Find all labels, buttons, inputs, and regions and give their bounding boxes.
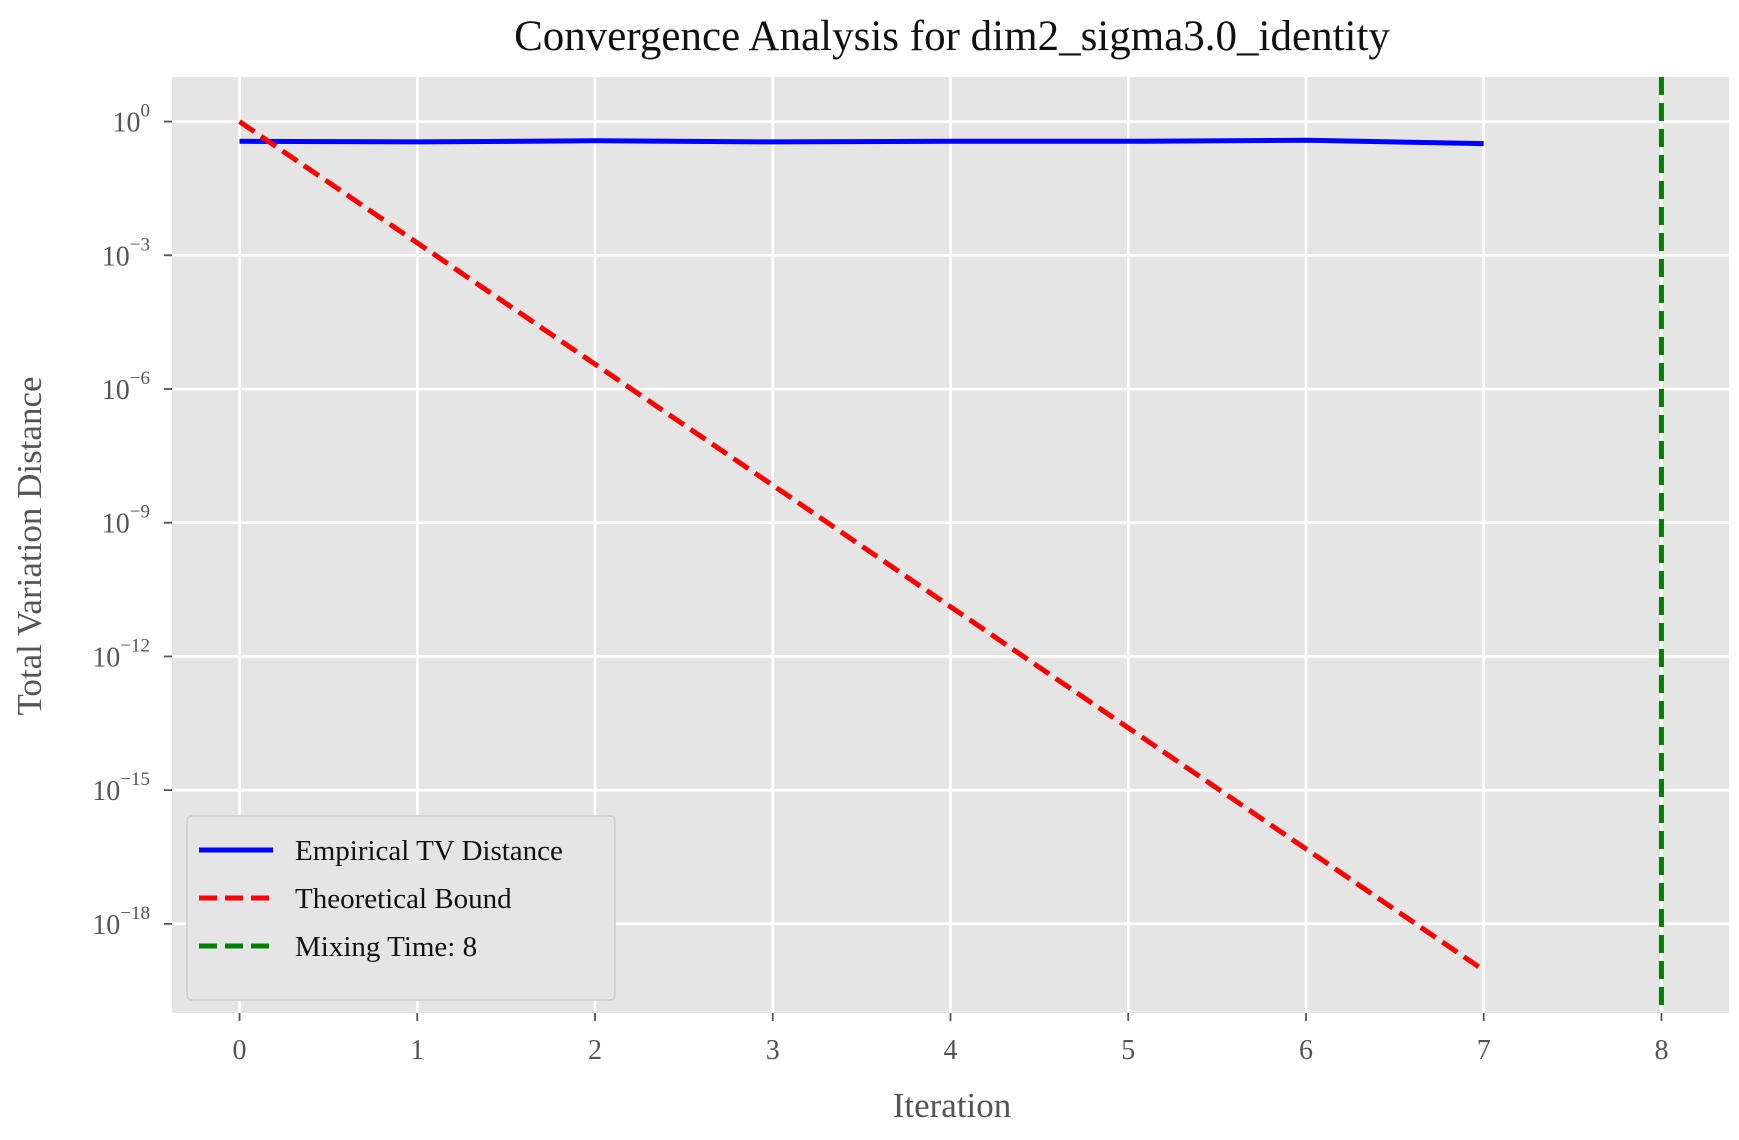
y-tick-base: 10 (102, 241, 130, 272)
y-tick-base: 10 (92, 776, 120, 807)
y-tick-exponent: −3 (130, 234, 150, 255)
series-line-2 (238, 119, 1486, 973)
y-tick-base: 10 (92, 910, 120, 941)
y-tick-base: 10 (92, 642, 120, 673)
y-tick-exponent: −12 (120, 635, 150, 656)
legend-label: Theoretical Bound (295, 883, 512, 915)
y-tick-label: 10−6 (102, 368, 150, 406)
x-tick-label: 0 (233, 1035, 247, 1066)
y-tick-label: 10−18 (92, 903, 150, 941)
y-tick-exponent: −6 (130, 368, 150, 389)
x-axis-ticks: 0 1 2 3 4 5 6 7 8 (233, 1013, 1668, 1066)
legend-label: Empirical TV Distance (295, 835, 563, 867)
y-axis-label: Total Variation Distance (10, 376, 49, 715)
x-tick-label: 7 (1477, 1035, 1491, 1066)
x-tick-label: 5 (1121, 1035, 1135, 1066)
y-tick-base: 10 (102, 375, 130, 406)
legend-label: Mixing Time: 8 (295, 931, 477, 963)
x-tick-label: 4 (944, 1035, 958, 1066)
y-tick-exponent: −15 (120, 769, 150, 790)
y-tick-label: 10−3 (102, 234, 150, 272)
x-tick-label: 8 (1654, 1035, 1668, 1066)
legend-box (186, 815, 616, 1001)
x-tick-label: 3 (766, 1035, 780, 1066)
x-tick-label: 1 (410, 1035, 424, 1066)
chart-title: Convergence Analysis for dim2_sigma3.0_i… (514, 13, 1390, 60)
series-line-1 (239, 137, 1484, 147)
x-tick-label: 6 (1299, 1035, 1313, 1066)
y-tick-label: 10−9 (102, 502, 150, 540)
y-tick-label: 10−15 (92, 769, 150, 807)
y-tick-exponent: −18 (120, 903, 150, 924)
y-tick-label: 100 (113, 101, 151, 139)
y-tick-label: 10−12 (92, 635, 150, 673)
series-layer (238, 77, 1664, 1013)
y-tick-exponent: −9 (130, 502, 150, 523)
x-tick-label: 2 (588, 1035, 602, 1066)
y-tick-exponent: 0 (141, 101, 151, 122)
legend: Empirical TV Distance Theoretical Bound Mi… (186, 815, 616, 1001)
grid (172, 77, 1729, 1013)
y-tick-base: 10 (102, 509, 130, 540)
x-axis-label: Iteration (893, 1086, 1012, 1125)
y-tick-base: 10 (113, 108, 141, 139)
